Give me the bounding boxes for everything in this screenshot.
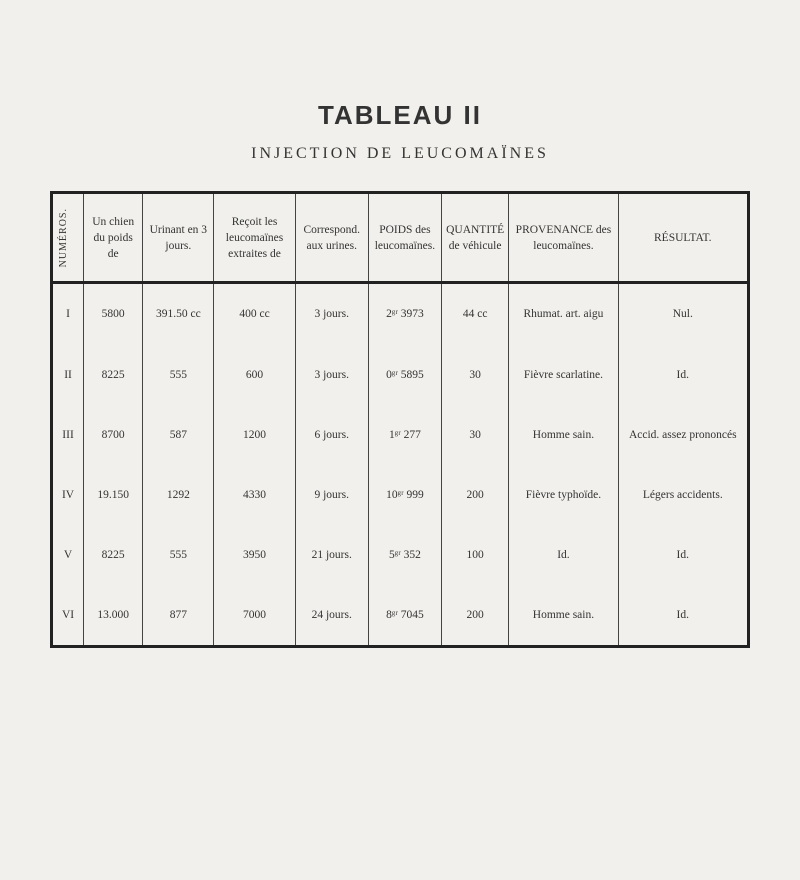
cell: 200 bbox=[442, 585, 509, 647]
cell: 3 jours. bbox=[295, 345, 368, 405]
cell: 1ᵍʳ 277 bbox=[368, 405, 441, 465]
cell: 8225 bbox=[84, 345, 143, 405]
cell: 100 bbox=[442, 525, 509, 585]
cell: 30 bbox=[442, 345, 509, 405]
cell: 3 jours. bbox=[295, 283, 368, 345]
table-row: II 8225 555 600 3 jours. 0ᵍʳ 5895 30 Fiè… bbox=[52, 345, 749, 405]
cell: Fièvre typhoïde. bbox=[509, 465, 618, 525]
cell: 5800 bbox=[84, 283, 143, 345]
cell: 400 cc bbox=[214, 283, 295, 345]
cell: 3950 bbox=[214, 525, 295, 585]
cell: Rhumat. art. aigu bbox=[509, 283, 618, 345]
cell: 0ᵍʳ 5895 bbox=[368, 345, 441, 405]
cell-num: I bbox=[52, 283, 84, 345]
cell: 200 bbox=[442, 465, 509, 525]
cell: 2ᵍʳ 3973 bbox=[368, 283, 441, 345]
cell-num: IV bbox=[52, 465, 84, 525]
table-title: TABLEAU II bbox=[50, 100, 750, 131]
cell: Id. bbox=[618, 525, 748, 585]
header-col3: Reçoit les leucomaïnes extraites de bbox=[214, 193, 295, 283]
table-row: IV 19.150 1292 4330 9 jours. 10ᵍʳ 999 20… bbox=[52, 465, 749, 525]
cell-num: II bbox=[52, 345, 84, 405]
data-table: NUMÉROS. Un chien du poids de Urinant en… bbox=[50, 191, 750, 648]
header-col1: Un chien du poids de bbox=[84, 193, 143, 283]
cell: Homme sain. bbox=[509, 405, 618, 465]
cell: 877 bbox=[143, 585, 214, 647]
cell: 7000 bbox=[214, 585, 295, 647]
header-col5: POIDS des leucomaïnes. bbox=[368, 193, 441, 283]
cell: Fièvre scarlatine. bbox=[509, 345, 618, 405]
cell: 587 bbox=[143, 405, 214, 465]
cell: 555 bbox=[143, 525, 214, 585]
cell: 9 jours. bbox=[295, 465, 368, 525]
cell: 21 jours. bbox=[295, 525, 368, 585]
cell: 600 bbox=[214, 345, 295, 405]
header-row: NUMÉROS. Un chien du poids de Urinant en… bbox=[52, 193, 749, 283]
header-col7: PROVENANCE des leucomaïnes. bbox=[509, 193, 618, 283]
cell: 24 jours. bbox=[295, 585, 368, 647]
cell-num: V bbox=[52, 525, 84, 585]
table-row: VI 13.000 877 7000 24 jours. 8ᵍʳ 7045 20… bbox=[52, 585, 749, 647]
cell: 5ᵍʳ 352 bbox=[368, 525, 441, 585]
cell: 30 bbox=[442, 405, 509, 465]
cell: 6 jours. bbox=[295, 405, 368, 465]
table-row: V 8225 555 3950 21 jours. 5ᵍʳ 352 100 Id… bbox=[52, 525, 749, 585]
header-col6: QUANTITÉ de véhicule bbox=[442, 193, 509, 283]
cell: 13.000 bbox=[84, 585, 143, 647]
cell-num: III bbox=[52, 405, 84, 465]
table-subtitle: INJECTION DE LEUCOMAÏNES bbox=[50, 145, 750, 163]
cell: 8225 bbox=[84, 525, 143, 585]
cell: 8ᵍʳ 7045 bbox=[368, 585, 441, 647]
header-col2: Urinant en 3 jours. bbox=[143, 193, 214, 283]
header-col8: RÉSULTAT. bbox=[618, 193, 748, 283]
header-col4: Correspond. aux urines. bbox=[295, 193, 368, 283]
cell: Id. bbox=[618, 345, 748, 405]
cell: 8700 bbox=[84, 405, 143, 465]
cell: 4330 bbox=[214, 465, 295, 525]
cell: Id. bbox=[509, 525, 618, 585]
cell: 19.150 bbox=[84, 465, 143, 525]
cell: 1292 bbox=[143, 465, 214, 525]
table-row: III 8700 587 1200 6 jours. 1ᵍʳ 277 30 Ho… bbox=[52, 405, 749, 465]
cell: 44 cc bbox=[442, 283, 509, 345]
table-row: I 5800 391.50 cc 400 cc 3 jours. 2ᵍʳ 397… bbox=[52, 283, 749, 345]
cell: Homme sain. bbox=[509, 585, 618, 647]
cell: 555 bbox=[143, 345, 214, 405]
cell: Accid. assez prononcés bbox=[618, 405, 748, 465]
cell: Id. bbox=[618, 585, 748, 647]
header-numeros: NUMÉROS. bbox=[57, 208, 75, 267]
cell-num: VI bbox=[52, 585, 84, 647]
cell: 1200 bbox=[214, 405, 295, 465]
cell: 10ᵍʳ 999 bbox=[368, 465, 441, 525]
cell: Légers accidents. bbox=[618, 465, 748, 525]
cell: Nul. bbox=[618, 283, 748, 345]
cell: 391.50 cc bbox=[143, 283, 214, 345]
